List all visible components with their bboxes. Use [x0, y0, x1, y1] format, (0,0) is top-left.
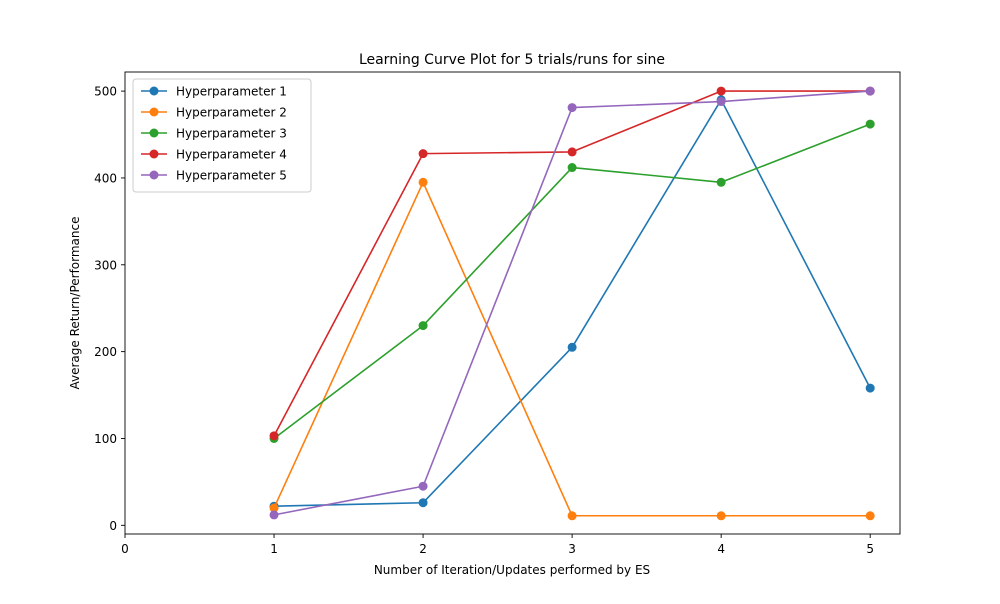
legend-label-5: Hyperparameter 5 — [176, 169, 287, 183]
x-axis-label: Number of Iteration/Updates performed by… — [374, 563, 650, 577]
data-point-s2-3 — [567, 511, 577, 521]
data-point-s4-3 — [567, 147, 577, 157]
x-tick-label-3: 3 — [568, 542, 576, 556]
legend-label-1: Hyperparameter 1 — [176, 85, 287, 99]
y-tick-label-200: 200 — [94, 345, 117, 359]
data-point-s3-2 — [418, 321, 428, 331]
data-point-s3-3 — [567, 163, 577, 173]
x-tick-label-2: 2 — [419, 542, 427, 556]
y-tick-label-100: 100 — [94, 432, 117, 446]
data-point-s4-1 — [269, 431, 279, 441]
x-tick-label-1: 1 — [270, 542, 278, 556]
data-point-s5-3 — [567, 103, 577, 113]
legend-label-3: Hyperparameter 3 — [176, 127, 287, 141]
series-line-4 — [273, 90, 871, 437]
legend-marker-2 — [149, 107, 159, 117]
data-point-s1-2 — [418, 498, 428, 508]
legend-marker-5 — [149, 170, 159, 180]
data-point-s5-4 — [716, 97, 726, 107]
series-line-1 — [274, 98, 871, 508]
legend-label-2: Hyperparameter 2 — [176, 106, 287, 120]
data-point-s4-4 — [716, 86, 726, 96]
y-tick-label-300: 300 — [94, 258, 117, 272]
data-point-s5-5 — [865, 86, 875, 96]
data-point-s1-5 — [865, 383, 875, 393]
data-point-s3-5 — [865, 119, 875, 129]
y-axis-label: Average Return/Performance — [68, 217, 82, 390]
data-point-s5-1 — [269, 510, 279, 520]
legend: Hyperparameter 1 Hyperparameter 2 Hyperpar… — [132, 78, 312, 193]
y-tick-label-400: 400 — [94, 171, 117, 185]
data-point-s2-2 — [418, 177, 428, 187]
data-point-s5-2 — [418, 481, 428, 491]
legend-box — [132, 78, 312, 193]
y-tick-label-0: 0 — [109, 519, 117, 533]
legend-marker-1 — [149, 86, 159, 96]
data-point-s2-5 — [865, 511, 875, 521]
data-point-s3-4 — [716, 177, 726, 187]
legend-marker-4 — [149, 149, 159, 159]
data-point-s1-3 — [567, 342, 577, 352]
data-point-s2-1 — [269, 503, 279, 513]
y-tick-label-500: 500 — [94, 85, 117, 99]
x-tick-label-5: 5 — [866, 542, 874, 556]
x-tick-label-4: 4 — [717, 542, 725, 556]
data-point-s4-2 — [418, 149, 428, 159]
legend-marker-3 — [149, 128, 159, 138]
chart-title: Learning Curve Plot for 5 trials/runs fo… — [359, 52, 665, 68]
x-tick-label-0: 0 — [121, 542, 129, 556]
data-point-s2-4 — [716, 511, 726, 521]
legend-label-4: Hyperparameter 4 — [176, 148, 287, 162]
plot-frame — [124, 71, 901, 535]
plot-area: 0 1 2 3 4 5 0 100 200 300 400 500 — [94, 71, 901, 556]
